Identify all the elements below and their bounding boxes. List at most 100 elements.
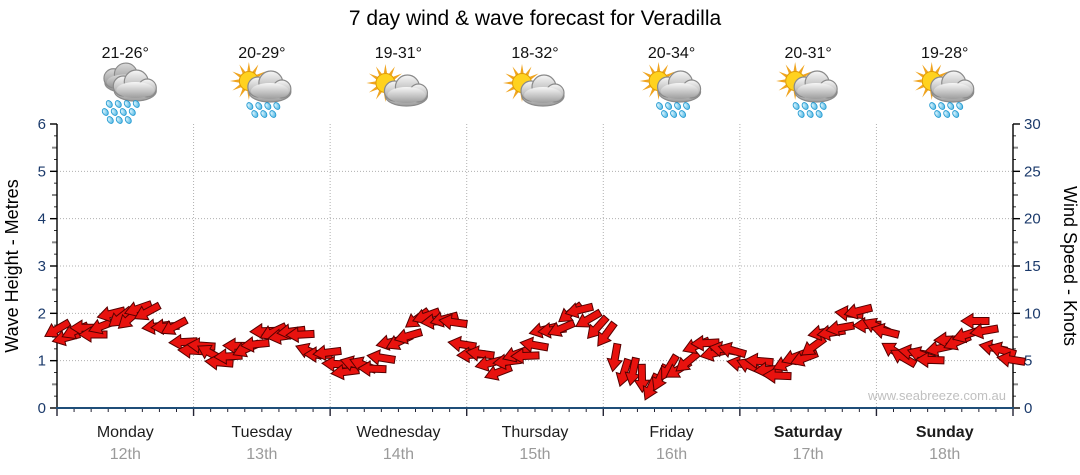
wind-arrow bbox=[366, 349, 396, 366]
wind-arrow bbox=[597, 320, 618, 347]
weather-icon-rain bbox=[101, 62, 157, 124]
raindrop bbox=[806, 110, 814, 118]
raindrop bbox=[797, 110, 805, 118]
wind-arrow bbox=[915, 351, 945, 369]
cloud-shape bbox=[247, 70, 292, 103]
sun-ray bbox=[520, 64, 524, 74]
right-tick-label: 20 bbox=[1024, 211, 1041, 228]
raindrop bbox=[123, 100, 131, 108]
sun-ray bbox=[798, 64, 805, 74]
raindrop bbox=[683, 102, 691, 110]
wind-arrow bbox=[78, 326, 108, 343]
day-date: 15th bbox=[519, 446, 550, 463]
left-tick-label: 3 bbox=[38, 258, 46, 275]
raindrop bbox=[952, 110, 960, 118]
sun-ray bbox=[778, 84, 788, 91]
day-name: Tuesday bbox=[231, 424, 292, 441]
raindrop bbox=[115, 116, 123, 124]
sun-ray bbox=[525, 66, 532, 76]
sun-ray bbox=[922, 64, 929, 74]
sun-ray bbox=[239, 64, 246, 74]
sun-ray bbox=[232, 71, 242, 78]
sun-ray bbox=[639, 79, 649, 83]
sun-ray bbox=[389, 66, 395, 76]
wind-arrow bbox=[960, 312, 990, 330]
raindrop bbox=[255, 102, 263, 110]
left-tick-label: 6 bbox=[38, 116, 46, 133]
weather-icon-sun-cloud-rain bbox=[912, 62, 975, 118]
day-name: Saturday bbox=[774, 424, 843, 441]
left-tick-label: 0 bbox=[38, 400, 46, 417]
wind-arrow bbox=[357, 360, 387, 378]
raindrop bbox=[251, 110, 259, 118]
watermark: www.seabreeze.com.au bbox=[867, 388, 1006, 403]
sun-ray bbox=[256, 71, 266, 78]
chart-title: 7 day wind & wave forecast for Veradilla bbox=[349, 7, 722, 30]
day-date: 14th bbox=[383, 446, 414, 463]
wind-arrow bbox=[606, 342, 624, 373]
cloud-shape bbox=[656, 70, 702, 103]
weather-icons bbox=[101, 62, 975, 124]
wind-arrow bbox=[312, 344, 342, 362]
raindrop bbox=[801, 102, 809, 110]
wind-arrow bbox=[133, 301, 162, 321]
raindrop bbox=[114, 100, 122, 108]
cloud-shape bbox=[520, 74, 565, 107]
wind-arrow bbox=[690, 334, 720, 352]
sun-ray bbox=[649, 64, 655, 74]
day-date: 16th bbox=[656, 446, 687, 463]
sun-ray bbox=[252, 64, 259, 74]
temp-range: 21-26° bbox=[102, 45, 149, 62]
wind-arrow bbox=[96, 306, 127, 323]
sun-ray bbox=[802, 71, 812, 78]
left-axis-label: Wave Height - Metres bbox=[2, 179, 22, 352]
temp-range: 19-31° bbox=[375, 45, 422, 62]
wind-arrow bbox=[393, 328, 424, 345]
right-tick-label: 0 bbox=[1024, 400, 1032, 417]
raindrop bbox=[670, 110, 678, 118]
wind-arrow bbox=[633, 363, 651, 394]
day-date: 12th bbox=[110, 446, 141, 463]
wind-arrow bbox=[240, 336, 270, 353]
raindrop bbox=[956, 102, 964, 110]
wind-arrow bbox=[44, 318, 72, 338]
right-tick-label: 15 bbox=[1024, 258, 1041, 275]
weather-icon-sun-cloud-rain bbox=[229, 62, 292, 118]
day-name: Monday bbox=[97, 424, 154, 441]
temp-range: 20-31° bbox=[784, 45, 831, 62]
sun-ray bbox=[778, 71, 788, 78]
weather-icon-sun-cloud bbox=[366, 64, 429, 107]
raindrop bbox=[810, 102, 818, 110]
left-tick-label: 2 bbox=[38, 305, 46, 322]
raindrop bbox=[943, 110, 951, 118]
sun-ray bbox=[368, 73, 378, 80]
right-tick-label: 5 bbox=[1024, 353, 1032, 370]
left-tick-label: 4 bbox=[38, 211, 46, 228]
wind-arrow bbox=[996, 351, 1026, 368]
wind-arrow bbox=[843, 303, 874, 320]
raindrop bbox=[661, 110, 669, 118]
wind-arrow bbox=[447, 335, 477, 353]
gridlines bbox=[57, 124, 1013, 408]
sun-ray bbox=[505, 86, 515, 93]
sun-ray bbox=[922, 88, 929, 98]
sun-shape bbox=[776, 62, 815, 100]
wind-arrow bbox=[575, 308, 603, 328]
axis-tick-labels: 0 1 2 3 4 5 6 0 5 10 15 20 25 30 21-26° Monday 12th 20-29… bbox=[38, 45, 1041, 463]
sun-ray bbox=[785, 64, 792, 74]
sun-ray bbox=[512, 66, 519, 76]
raindrop bbox=[264, 102, 272, 110]
sun-ray bbox=[239, 88, 246, 98]
sun-ray bbox=[930, 62, 934, 72]
sun-ray bbox=[662, 64, 669, 74]
sun-ray bbox=[776, 79, 786, 83]
wind-arrow bbox=[825, 319, 855, 337]
wind-arrow bbox=[160, 316, 189, 335]
day-name: Friday bbox=[649, 424, 693, 441]
right-tick-label: 10 bbox=[1024, 305, 1041, 322]
wind-arrow-band bbox=[44, 300, 1026, 401]
cloud-shape bbox=[112, 69, 157, 102]
sun-ray bbox=[505, 73, 515, 80]
raindrop bbox=[132, 100, 140, 108]
